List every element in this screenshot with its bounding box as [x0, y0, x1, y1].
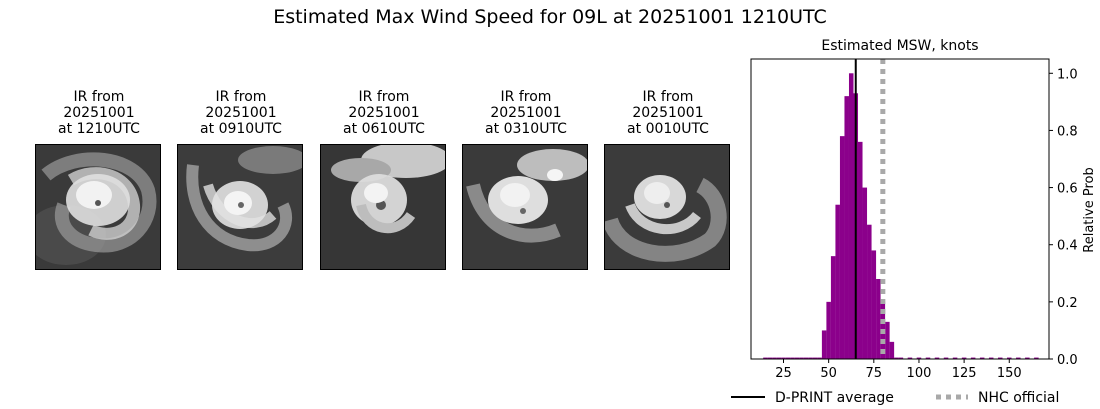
chart-legend: D-PRINT average NHC official — [731, 390, 1059, 406]
histogram-bar — [925, 357, 931, 359]
y-tick-label: 0.0 — [1057, 353, 1078, 368]
histogram-bar — [776, 357, 782, 359]
y-tick-label: 0.2 — [1057, 296, 1078, 311]
ir-panel-caption-time: at 1210UTC — [58, 121, 140, 137]
histogram-bar — [781, 357, 786, 359]
histogram-bar — [961, 357, 967, 359]
ir-panel-caption-time: at 0610UTC — [343, 121, 425, 137]
x-tick-label: 100 — [907, 366, 932, 381]
histogram-bar — [826, 301, 831, 359]
histogram-bar — [1025, 357, 1030, 359]
ir-panel-caption-date: 20251001 — [63, 105, 135, 121]
histogram-bar — [898, 357, 904, 359]
histogram-bar — [839, 136, 845, 359]
ir-panel-caption-date: 20251001 — [632, 105, 704, 121]
histogram-bar — [799, 357, 804, 359]
legend-label-dprint: D-PRINT average — [775, 390, 894, 406]
histogram-bar — [894, 357, 899, 359]
histogram-bar — [862, 187, 868, 359]
histogram-bar — [867, 224, 872, 359]
histogram-bar — [885, 321, 890, 359]
histogram-bar — [763, 357, 768, 359]
ir-panel-3: IR from 20251001 at 0610UTC — [320, 89, 448, 270]
ir-panel-caption-line1: IR from — [500, 89, 552, 105]
ir-panel-caption: IR from 20251001 at 1210UTC — [35, 89, 163, 137]
histogram-bar — [785, 357, 791, 359]
ir-panel-caption-date: 20251001 — [205, 105, 277, 121]
ir-satellite-image — [462, 144, 588, 270]
histogram-bar — [1016, 357, 1021, 359]
x-tick-label: 150 — [997, 366, 1022, 381]
histogram-bar — [830, 256, 836, 359]
y-axis-label: Relative Prob — [1082, 167, 1097, 252]
ir-satellite-image — [177, 144, 303, 270]
histogram-bar — [835, 204, 840, 359]
ir-panel-caption-time: at 0910UTC — [200, 121, 282, 137]
histogram-bar — [790, 357, 795, 359]
histogram-bar — [772, 357, 777, 359]
x-tick-label: 25 — [775, 366, 792, 381]
histogram-bar — [934, 357, 940, 359]
histogram-bar — [970, 357, 976, 359]
reference-lines — [854, 59, 886, 359]
histogram-bar — [808, 357, 813, 359]
ir-panel-2: IR from 20251001 at 0910UTC — [177, 89, 305, 270]
histogram-bar — [1034, 357, 1039, 359]
ir-panel-caption-line1: IR from — [358, 89, 410, 105]
histogram-bar — [1007, 357, 1012, 359]
ir-panel-4: IR from 20251001 at 0310UTC — [462, 89, 590, 270]
histogram-bar — [871, 250, 877, 359]
y-tick-label: 0.6 — [1057, 182, 1078, 197]
histogram-bar — [889, 341, 895, 359]
histogram-bar — [803, 357, 809, 359]
legend-label-nhc: NHC official — [978, 390, 1059, 406]
ir-panel-caption-line1: IR from — [73, 89, 125, 105]
histogram-bar — [821, 330, 827, 359]
ir-panel-caption: IR from 20251001 at 0010UTC — [604, 89, 732, 137]
histogram-bar — [848, 73, 854, 360]
y-tick-label: 1.0 — [1057, 67, 1078, 82]
histogram-bar — [767, 357, 773, 359]
ir-panel-caption-line1: IR from — [215, 89, 267, 105]
x-tick-label: 50 — [820, 366, 837, 381]
ir-satellite-image — [604, 144, 730, 270]
ir-panel-1: IR from 20251001 at 1210UTC — [35, 89, 163, 270]
histogram-bars — [763, 73, 1039, 360]
ir-panel-5: IR from 20251001 at 0010UTC — [604, 89, 732, 270]
ir-satellite-image — [35, 144, 161, 270]
histogram-bar — [794, 357, 800, 359]
ir-panel-caption-time: at 0310UTC — [485, 121, 567, 137]
ir-panel-caption: IR from 20251001 at 0310UTC — [462, 89, 590, 137]
y-tick-label: 0.8 — [1057, 124, 1078, 139]
histogram-bar — [997, 357, 1003, 359]
histogram-bar — [952, 357, 958, 359]
histogram-bar — [876, 279, 881, 359]
chart-title: Estimated MSW, knots — [821, 38, 978, 54]
ir-panel-caption-date: 20251001 — [490, 105, 562, 121]
figure-title: Estimated Max Wind Speed for 09L at 2025… — [273, 6, 827, 28]
y-tick-label: 0.4 — [1057, 239, 1078, 254]
ir-panel-caption-time: at 0010UTC — [627, 121, 709, 137]
x-tick-label: 125 — [952, 366, 977, 381]
ir-panel-caption-date: 20251001 — [348, 105, 420, 121]
ir-panel-caption-line1: IR from — [642, 89, 694, 105]
plot-frame — [750, 58, 1050, 360]
histogram-bar — [844, 96, 849, 360]
histogram-bar — [907, 357, 913, 359]
ir-panel-caption: IR from 20251001 at 0610UTC — [320, 89, 448, 137]
ir-panel-caption: IR from 20251001 at 0910UTC — [177, 89, 305, 137]
ir-satellite-image — [320, 144, 446, 270]
histogram-bar — [943, 357, 949, 359]
histogram-bar — [817, 357, 822, 359]
histogram-bar — [858, 141, 863, 359]
chart-axes: 25 50 75 100 125 150 0.0 0.2 0.4 0.6 0.8 1.0 — [750, 58, 1078, 381]
histogram-bar — [812, 357, 818, 359]
histogram-bar — [988, 357, 994, 359]
histogram-bar — [979, 357, 985, 359]
histogram-bar — [916, 357, 922, 359]
x-tick-label: 75 — [866, 366, 883, 381]
